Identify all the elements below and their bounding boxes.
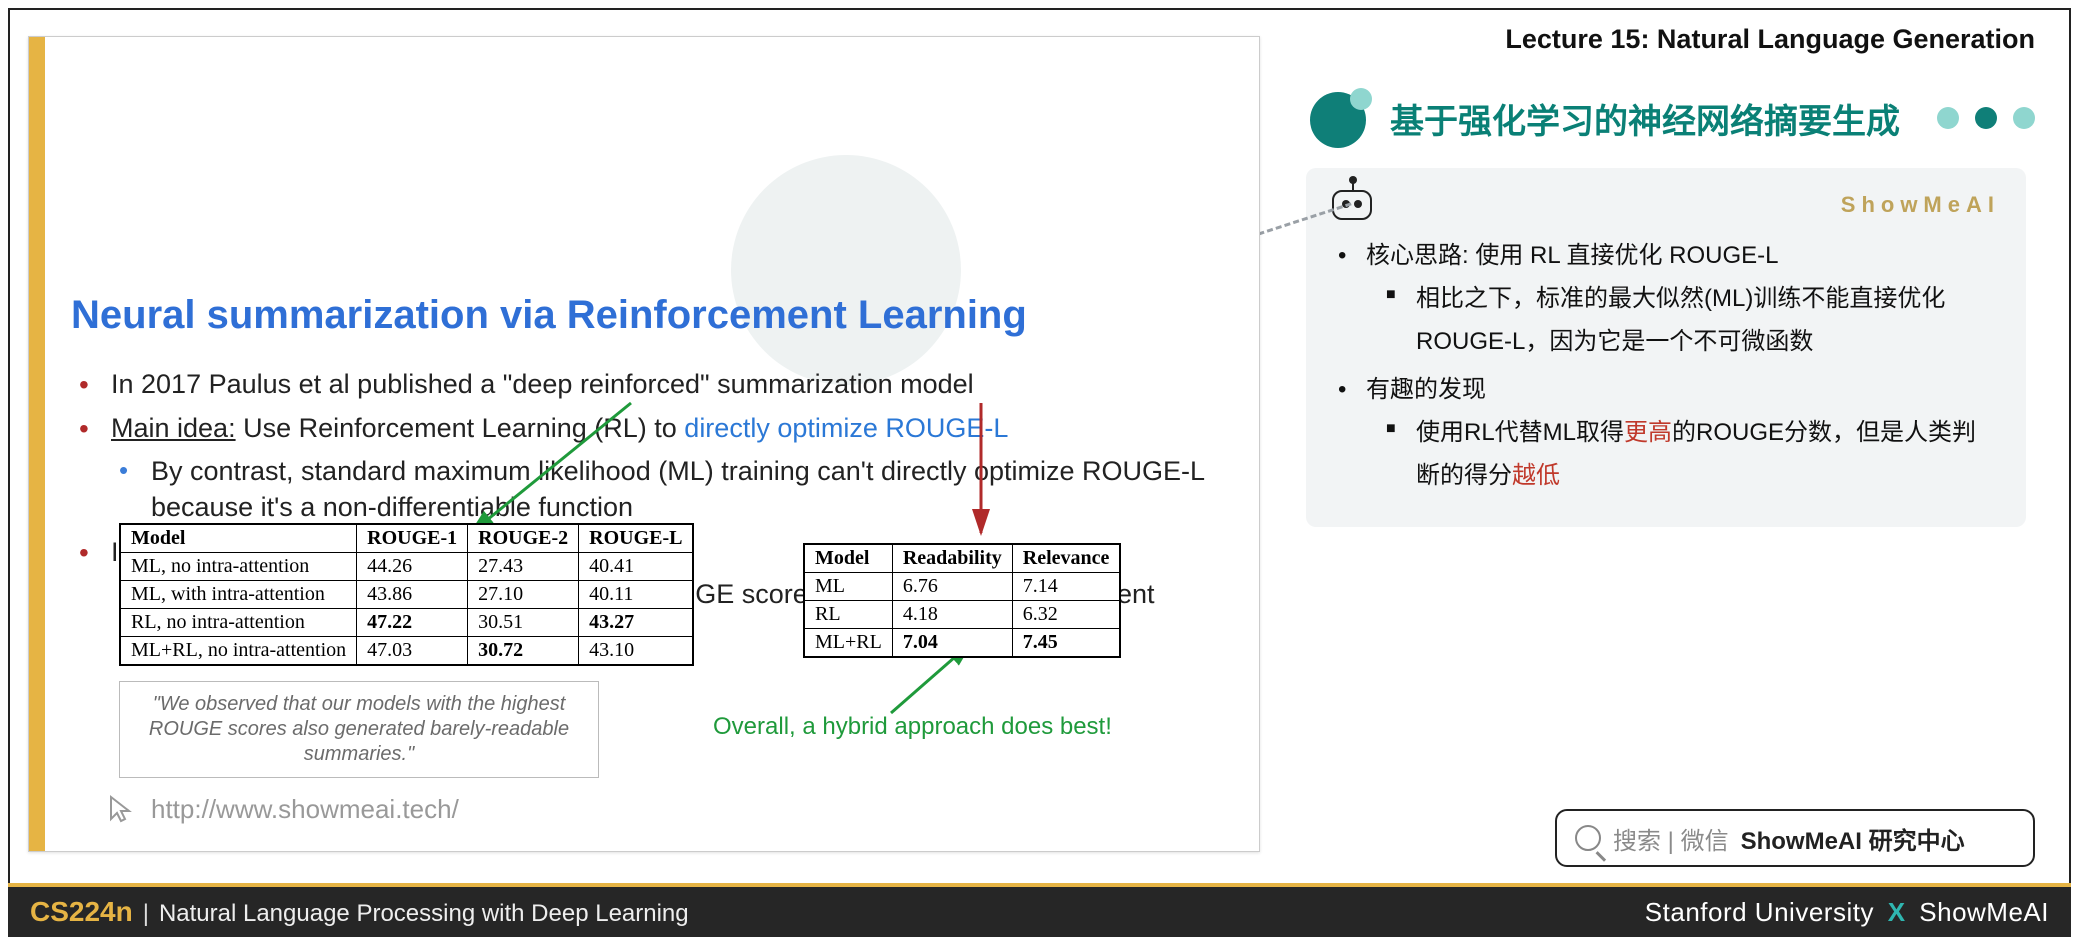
table-cell: ML, no intra-attention — [120, 553, 357, 581]
slide-title: Neural summarization via Reinforcement L… — [71, 293, 1231, 338]
table-cell: 27.10 — [468, 581, 579, 609]
brand: ShowMeAI — [1919, 897, 2049, 927]
bullet-item: Main idea: Use Reinforcement Learning (R… — [71, 410, 1231, 525]
table-cell: ML, with intra-attention — [120, 581, 357, 609]
table-header: ROUGE-2 — [468, 524, 579, 553]
table-header: Readability — [892, 544, 1012, 573]
cn-item: 有趣的发现 使用RL代替ML取得更高的ROUGE分数，但是人类判断的得分越低 — [1332, 368, 2000, 498]
brand-label: ShowMeAI — [1841, 192, 2000, 218]
table-cell: ML — [804, 573, 892, 601]
table-cell: 47.03 — [357, 637, 468, 666]
table-header: Relevance — [1012, 544, 1120, 573]
bullet-item: In 2017 Paulus et al published a "deep r… — [71, 366, 1231, 402]
search-box[interactable]: 搜索 | 微信 ShowMeAI 研究中心 — [1555, 809, 2035, 867]
cn-highlight: 越低 — [1512, 462, 1560, 489]
cn-subitem: 相比之下，标准的最大似然(ML)训练不能直接优化 ROUGE-L，因为它是一个不… — [1382, 277, 2000, 363]
table-row: ML, no intra-attention44.2627.4340.41 — [120, 553, 693, 581]
table-cell: 30.51 — [468, 609, 579, 637]
table-header: ROUGE-L — [579, 524, 694, 553]
table-cell: 4.18 — [892, 601, 1012, 629]
table-header: Model — [804, 544, 892, 573]
cn-bullets: 核心思路: 使用 RL 直接优化 ROUGE-L 相比之下，标准的最大似然(ML… — [1332, 234, 2000, 497]
bullet-text: Main idea: — [111, 413, 236, 443]
table-cell: 47.22 — [357, 609, 468, 637]
cursor-icon — [105, 793, 137, 825]
table-row: ML6.767.14 — [804, 573, 1120, 601]
table-cell: RL, no intra-attention — [120, 609, 357, 637]
hybrid-note: Overall, a hybrid approach does best! — [713, 713, 1112, 741]
table-row: ML, with intra-attention43.8627.1040.11 — [120, 581, 693, 609]
table-cell: 7.45 — [1012, 629, 1120, 658]
right-title-text: 基于强化学习的神经网络摘要生成 — [1390, 94, 1900, 143]
table-cell: 44.26 — [357, 553, 468, 581]
dots-icon — [1937, 107, 2035, 129]
slide-panel: Neural summarization via Reinforcement L… — [28, 36, 1260, 852]
cn-subitem: 使用RL代替ML取得更高的ROUGE分数，但是人类判断的得分越低 — [1382, 411, 2000, 497]
table-cell: 43.86 — [357, 581, 468, 609]
translation-card: ShowMeAI 核心思路: 使用 RL 直接优化 ROUGE-L 相比之下，标… — [1306, 168, 2026, 527]
table-cell: 40.11 — [579, 581, 694, 609]
table-cell: 40.41 — [579, 553, 694, 581]
table-row: ML+RL, no intra-attention47.0330.7243.10 — [120, 637, 693, 666]
rouge-table: ModelROUGE-1ROUGE-2ROUGE-LML, no intra-a… — [119, 523, 694, 666]
table-cell: 6.76 — [892, 573, 1012, 601]
human-table: ModelReadabilityRelevanceML6.767.14RL4.1… — [803, 543, 1121, 658]
table-cell: 30.72 — [468, 637, 579, 666]
cn-text: 使用RL代替ML取得 — [1416, 419, 1624, 446]
cn-text: 有趣的发现 — [1366, 376, 1486, 403]
search-strong: ShowMeAI 研究中心 — [1741, 821, 1965, 856]
table-header: ROUGE-1 — [357, 524, 468, 553]
search-placeholder: 搜索 | 微信 — [1613, 821, 1729, 856]
table-row: ML+RL7.047.45 — [804, 629, 1120, 658]
cn-text: 核心思路: 使用 RL 直接优化 ROUGE-L — [1366, 242, 1778, 269]
right-title-row: 基于强化学习的神经网络摘要生成 — [1310, 88, 2035, 148]
right-title: 基于强化学习的神经网络摘要生成 — [1310, 88, 1900, 148]
quote-box: "We observed that our models with the hi… — [119, 681, 599, 778]
teal-circles-icon — [1310, 88, 1376, 148]
cn-highlight: 更高 — [1624, 419, 1672, 446]
table-cell: 27.43 — [468, 553, 579, 581]
cn-text: 相比之下，标准的最大似然(ML)训练不能直接优化 ROUGE-L，因为它是一个不… — [1416, 285, 1945, 355]
university: Stanford University — [1645, 897, 1874, 927]
table-cell: ML+RL — [804, 629, 892, 658]
table-cell: 7.04 — [892, 629, 1012, 658]
arrow-red-icon — [951, 393, 1011, 553]
table-header: Model — [120, 524, 357, 553]
search-icon — [1575, 825, 1601, 851]
course-code: CS224n — [30, 896, 133, 928]
table-cell: 6.32 — [1012, 601, 1120, 629]
footer-bar: CS224n | Natural Language Processing wit… — [8, 883, 2071, 937]
table-cell: 7.14 — [1012, 573, 1120, 601]
bullet-text: By contrast, standard maximum likelihood… — [151, 456, 1204, 522]
x-separator: X — [1888, 897, 1906, 927]
table-row: RL, no intra-attention47.2230.5143.27 — [120, 609, 693, 637]
table-row: RL4.186.32 — [804, 601, 1120, 629]
footer-right: Stanford University X ShowMeAI — [1645, 897, 2049, 928]
sub-bullet: By contrast, standard maximum likelihood… — [111, 453, 1231, 526]
pipe: | — [143, 900, 149, 928]
table-cell: RL — [804, 601, 892, 629]
table-cell: 43.10 — [579, 637, 694, 666]
watermark-circle — [731, 155, 961, 385]
table-cell: 43.27 — [579, 609, 694, 637]
lecture-label: Lecture 15: Natural Language Generation — [1505, 24, 2035, 55]
slide-source-link[interactable]: http://www.showmeai.tech/ — [105, 793, 459, 825]
table-cell: ML+RL, no intra-attention — [120, 637, 357, 666]
slide-url: http://www.showmeai.tech/ — [151, 794, 459, 825]
course-name: Natural Language Processing with Deep Le… — [159, 900, 689, 928]
slide-accent-bar — [29, 37, 45, 851]
robot-icon — [1332, 190, 1372, 220]
cn-item: 核心思路: 使用 RL 直接优化 ROUGE-L 相比之下，标准的最大似然(ML… — [1332, 234, 2000, 364]
